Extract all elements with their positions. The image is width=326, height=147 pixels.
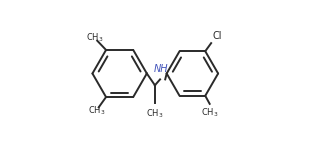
Text: Cl: Cl: [213, 31, 222, 41]
Text: CH$_3$: CH$_3$: [146, 107, 164, 120]
Text: NH: NH: [154, 64, 169, 74]
Text: CH$_3$: CH$_3$: [88, 105, 105, 117]
Text: CH$_3$: CH$_3$: [86, 31, 103, 44]
Text: CH$_3$: CH$_3$: [201, 107, 218, 119]
